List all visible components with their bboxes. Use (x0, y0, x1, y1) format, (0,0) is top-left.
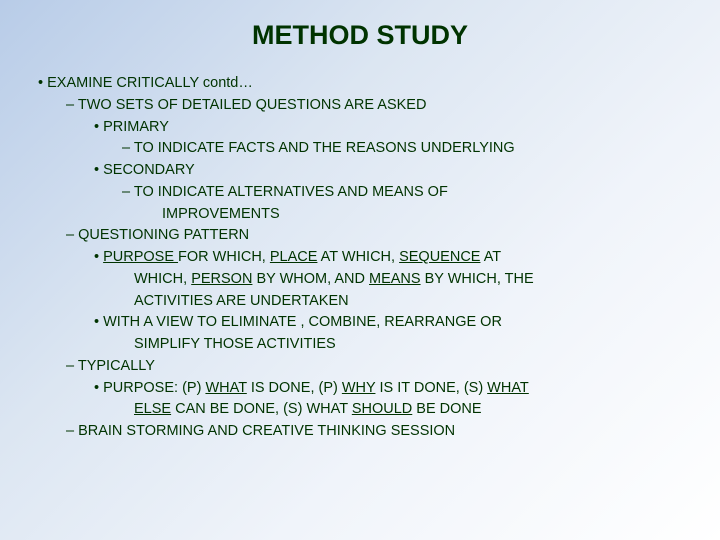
qp1-f: AT (480, 249, 501, 265)
slide-title: METHOD STUDY (24, 20, 696, 51)
l2-twosets: TWO SETS OF DETAILED QUESTIONS ARE ASKED… (66, 95, 696, 226)
l2-twosets-text: TWO SETS OF DETAILED QUESTIONS ARE ASKED (78, 97, 427, 113)
l3-primary: PRIMARY TO INDICATE FACTS AND THE REASON… (94, 117, 696, 161)
l3-qp1: PURPOSE FOR WHICH, PLACE AT WHICH, SEQUE… (94, 247, 696, 312)
l2-qpattern-text: QUESTIONING PATTERN (78, 227, 249, 243)
tp-should: SHOULD (352, 401, 412, 417)
l2-typically-text: TYPICALLY (78, 358, 155, 374)
level2-list: TWO SETS OF DETAILED QUESTIONS ARE ASKED… (38, 95, 696, 443)
qp1-place: PLACE (270, 249, 318, 265)
qp1-purpose: PURPOSE (103, 249, 178, 265)
level4-list-b: TO INDICATE ALTERNATIVES AND MEANS OF IMP… (94, 182, 696, 226)
qp1-i: BY WHOM, AND (252, 271, 369, 287)
l3-tp: PURPOSE: (P) WHAT IS DONE, (P) WHY IS IT… (94, 378, 696, 422)
level4-list-a: TO INDICATE FACTS AND THE REASONS UNDERL… (94, 138, 696, 160)
l3-primary-text: PRIMARY (103, 119, 169, 135)
l1-examine: EXAMINE CRITICALLY contd… TWO SETS OF DE… (38, 73, 696, 443)
tp-h: CAN BE DONE, (S) WHAT (171, 401, 352, 417)
level3-list-a: PRIMARY TO INDICATE FACTS AND THE REASON… (66, 117, 696, 226)
level3-list-c: PURPOSE: (P) WHAT IS DONE, (P) WHY IS IT… (66, 378, 696, 422)
tp-line2: ELSE CAN BE DONE, (S) WHAT SHOULD BE DON… (94, 399, 696, 421)
l3-secondary: SECONDARY TO INDICATE ALTERNATIVES AND M… (94, 160, 696, 225)
qp1-sequence: SEQUENCE (399, 249, 480, 265)
qp2-a: WITH A VIEW TO ELIMINATE , COMBINE, REAR… (103, 314, 502, 330)
qp1-means: MEANS (369, 271, 421, 287)
tp-what2: WHAT (487, 380, 529, 396)
tp-j: BE DONE (412, 401, 481, 417)
l3-qp2: WITH A VIEW TO ELIMINATE , COMBINE, REAR… (94, 312, 696, 356)
qp1-line2: WHICH, PERSON BY WHOM, AND MEANS BY WHIC… (94, 269, 696, 291)
qp1-k: BY WHICH, THE (421, 271, 534, 287)
l2-qpattern: QUESTIONING PATTERN PURPOSE FOR WHICH, P… (66, 225, 696, 356)
slide-content: EXAMINE CRITICALLY contd… TWO SETS OF DE… (24, 73, 696, 443)
l1-examine-text: EXAMINE CRITICALLY contd… (47, 75, 253, 91)
l2-brainstorm-text: BRAIN STORMING AND CREATIVE THINKING SES… (78, 423, 455, 439)
qp1-line3: ACTIVITIES ARE UNDERTAKEN (94, 291, 696, 313)
l3-secondary-text: SECONDARY (103, 162, 195, 178)
level1-list: EXAMINE CRITICALLY contd… TWO SETS OF DE… (24, 73, 696, 443)
tp-c: IS DONE, (P) (247, 380, 342, 396)
qp1-g: WHICH, (134, 271, 191, 287)
qp1-person: PERSON (191, 271, 252, 287)
qp2-b: SIMPLIFY THOSE ACTIVITIES (94, 334, 696, 356)
tp-a: PURPOSE: (P) (103, 380, 205, 396)
tp-why: WHY (342, 380, 376, 396)
l2-typically: TYPICALLY PURPOSE: (P) WHAT IS DONE, (P)… (66, 356, 696, 421)
tp-what1: WHAT (205, 380, 246, 396)
l4-secondary-desc2: IMPROVEMENTS (122, 204, 696, 226)
l4-secondary-desc: TO INDICATE ALTERNATIVES AND MEANS OF IMP… (122, 182, 696, 226)
l4-primary-desc: TO INDICATE FACTS AND THE REASONS UNDERL… (122, 138, 696, 160)
qp1-d: AT WHICH, (317, 249, 399, 265)
tp-else: ELSE (134, 401, 171, 417)
l4-primary-desc-text: TO INDICATE FACTS AND THE REASONS UNDERL… (134, 140, 515, 156)
l2-brainstorm: BRAIN STORMING AND CREATIVE THINKING SES… (66, 421, 696, 443)
l4-secondary-desc1: TO INDICATE ALTERNATIVES AND MEANS OF (134, 184, 448, 200)
tp-e: IS IT DONE, (S) (375, 380, 487, 396)
qp1-b: FOR WHICH, (178, 249, 270, 265)
level3-list-b: PURPOSE FOR WHICH, PLACE AT WHICH, SEQUE… (66, 247, 696, 356)
